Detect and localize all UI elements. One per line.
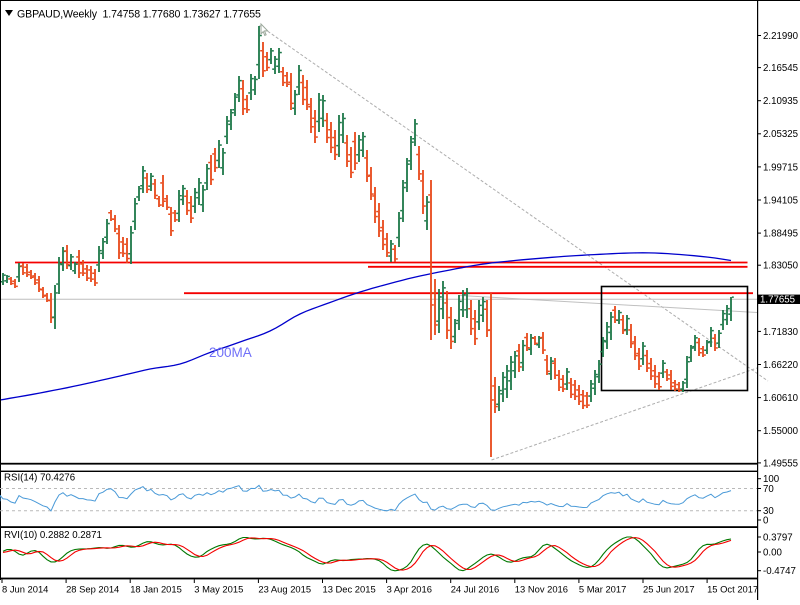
svg-text:1.71830: 1.71830 xyxy=(763,327,799,338)
svg-text:-0.4747: -0.4747 xyxy=(763,566,796,577)
svg-text:1.66220: 1.66220 xyxy=(763,360,799,371)
svg-text:13 Nov 2016: 13 Nov 2016 xyxy=(515,584,568,595)
svg-text:1.88495: 1.88495 xyxy=(763,229,798,240)
svg-text:1.55000: 1.55000 xyxy=(763,426,799,437)
svg-text:200MA: 200MA xyxy=(209,345,252,360)
svg-text:1.83050: 1.83050 xyxy=(763,261,799,272)
svg-text:30: 30 xyxy=(763,506,774,517)
svg-text:1.94105: 1.94105 xyxy=(763,195,798,206)
svg-text:23 Aug 2015: 23 Aug 2015 xyxy=(258,584,311,595)
svg-text:2.16545: 2.16545 xyxy=(763,63,798,74)
svg-text:1.49555: 1.49555 xyxy=(763,458,798,469)
svg-text:0: 0 xyxy=(763,515,769,526)
svg-text:0.00: 0.00 xyxy=(763,547,782,558)
svg-text:15 Oct 2017: 15 Oct 2017 xyxy=(707,584,758,595)
svg-text:3 May 2015: 3 May 2015 xyxy=(194,584,243,595)
svg-text:1.77655: 1.77655 xyxy=(760,294,795,305)
svg-text:24 Jul 2016: 24 Jul 2016 xyxy=(451,584,499,595)
svg-text:1.99715: 1.99715 xyxy=(763,162,798,173)
svg-text:25 Jun 2017: 25 Jun 2017 xyxy=(643,584,695,595)
svg-text:RVI(10) 0.2882 0.2871: RVI(10) 0.2882 0.2871 xyxy=(4,530,102,541)
svg-text:GBPAUD,Weekly 1.74758 1.77680: GBPAUD,Weekly 1.74758 1.77680 1.73627 1.… xyxy=(17,9,261,21)
svg-text:2.05325: 2.05325 xyxy=(763,129,798,140)
svg-text:RSI(14) 70.4276: RSI(14) 70.4276 xyxy=(4,473,75,484)
svg-text:28 Sep 2014: 28 Sep 2014 xyxy=(66,584,119,595)
svg-text:70: 70 xyxy=(763,484,774,495)
svg-text:8 Jun 2014: 8 Jun 2014 xyxy=(2,584,48,595)
svg-text:3 Apr 2016: 3 Apr 2016 xyxy=(387,584,432,595)
svg-text:2.21990: 2.21990 xyxy=(763,31,799,42)
svg-text:13 Dec 2015: 13 Dec 2015 xyxy=(323,584,376,595)
svg-text:5 Mar 2017: 5 Mar 2017 xyxy=(579,584,626,595)
svg-text:18 Jan 2015: 18 Jan 2015 xyxy=(130,584,182,595)
svg-text:2.10935: 2.10935 xyxy=(763,96,798,107)
svg-text:1.60610: 1.60610 xyxy=(763,393,799,404)
svg-text:100: 100 xyxy=(763,474,780,485)
svg-text:0.3797: 0.3797 xyxy=(763,532,793,543)
